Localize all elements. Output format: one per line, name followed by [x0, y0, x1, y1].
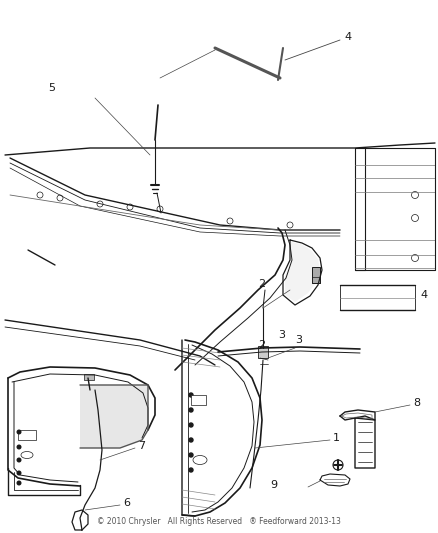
- Circle shape: [189, 393, 193, 397]
- Polygon shape: [285, 242, 320, 302]
- Text: 7: 7: [138, 441, 145, 451]
- Circle shape: [17, 471, 21, 475]
- Text: 5: 5: [48, 83, 55, 93]
- Bar: [191, 395, 206, 405]
- Circle shape: [17, 458, 21, 462]
- Text: 8: 8: [413, 398, 420, 408]
- Text: 3: 3: [295, 335, 302, 345]
- Text: 4: 4: [344, 32, 351, 42]
- FancyBboxPatch shape: [312, 267, 320, 283]
- Text: 2: 2: [258, 340, 265, 350]
- Circle shape: [189, 423, 193, 427]
- Ellipse shape: [193, 456, 207, 464]
- Circle shape: [17, 430, 21, 434]
- Text: 6: 6: [123, 498, 130, 508]
- Bar: [84, 374, 94, 380]
- Circle shape: [17, 481, 21, 485]
- Text: © 2010 Chrysler   All Rights Reserved   ® Feedforward 2013-13: © 2010 Chrysler All Rights Reserved ® Fe…: [97, 517, 341, 526]
- Circle shape: [189, 408, 193, 412]
- Circle shape: [17, 445, 21, 449]
- Bar: [258, 346, 268, 358]
- Text: 4: 4: [420, 290, 427, 300]
- Text: 1: 1: [333, 433, 340, 443]
- Ellipse shape: [21, 451, 33, 458]
- Polygon shape: [80, 385, 148, 448]
- Text: 3: 3: [278, 330, 285, 340]
- Circle shape: [189, 453, 193, 457]
- Text: 9: 9: [270, 480, 277, 490]
- Circle shape: [189, 468, 193, 472]
- Text: 2: 2: [258, 279, 265, 289]
- Circle shape: [189, 438, 193, 442]
- Bar: [18, 430, 36, 440]
